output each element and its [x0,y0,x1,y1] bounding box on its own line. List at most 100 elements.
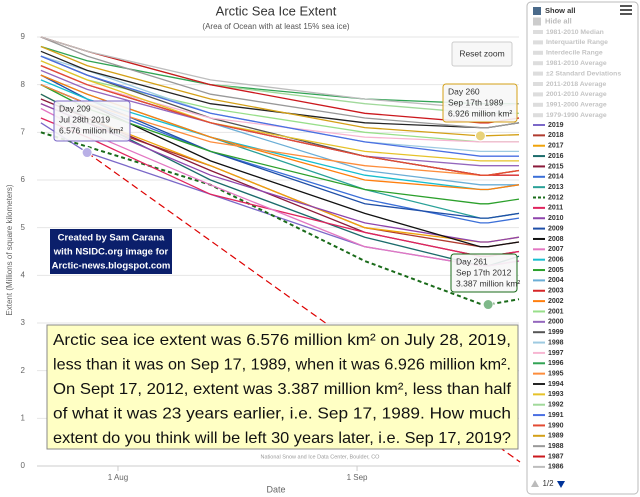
tooltip-text: Day 260 [448,86,480,96]
series-line [40,55,519,157]
note-box [46,324,519,450]
legend-label[interactable]: 1987 [548,453,564,460]
legend-label[interactable]: 2015 [548,163,564,170]
legend-label[interactable]: 1998 [548,339,564,346]
legend-stat-swatch[interactable] [533,92,543,97]
y-axis-label: Extent (Millions of square kilometers) [5,184,14,315]
legend-stat[interactable]: 1981-2010 Median [546,29,604,36]
legend-label[interactable]: 2009 [548,225,564,232]
legend-label[interactable]: 2019 [548,122,564,129]
legend-stat-swatch[interactable] [533,71,543,76]
legend-control[interactable]: Hide all [545,16,572,25]
legend-stat-swatch[interactable] [533,30,543,34]
legend-label[interactable]: 2010 [548,215,564,222]
legend-stat-swatch[interactable] [533,61,543,66]
reset-zoom-label[interactable]: Reset zoom [459,48,504,58]
legend-label[interactable]: 1989 [548,433,564,440]
menu-icon[interactable] [620,5,632,15]
legend-label[interactable]: 2005 [548,267,564,274]
legend-control[interactable]: Show all [545,6,575,15]
legend-label[interactable]: 2004 [548,277,564,284]
legend-label[interactable]: 2017 [548,143,564,150]
legend-label[interactable]: 1988 [548,443,564,450]
legend-stat-swatch[interactable] [533,82,543,86]
tooltip-text: Day 209 [59,103,91,113]
y-tick-label: 7 [21,127,26,136]
tooltip-text: 6.926 million km² [448,108,512,118]
credit-box [50,229,172,274]
legend-stat[interactable]: Interdecile Range [546,50,603,57]
series-line [40,60,519,162]
credit-text: Created by Sam Carana [58,233,165,244]
note-text: On Sept 17, 2012, extent was 3.387 milli… [53,381,512,398]
credit-text: Arctic-news.blogspot.com [52,261,171,272]
y-tick-label: 9 [21,32,26,41]
x-axis-label: Date [266,484,285,494]
note-text: of what it was 23 years earlier, i.e. Se… [53,406,511,423]
legend-control-box[interactable] [533,7,541,15]
legend-label[interactable]: 2016 [548,153,564,160]
source-credit: National Snow and Ice Data Center, Bould… [261,454,381,460]
x-tick-label: 1 Sep [347,473,368,482]
legend-label[interactable]: 2008 [548,236,564,243]
series-line [40,64,520,176]
legend-label[interactable]: 1991 [548,412,564,419]
note-text: Arctic sea ice extent was 6.576 million … [53,332,511,349]
note-text: extent do you think will be left 30 year… [53,430,511,447]
y-tick-label: 3 [21,318,26,327]
legend-label[interactable]: 1996 [548,360,564,367]
legend-stat-swatch[interactable] [533,40,543,45]
chart-title: Arctic Sea Ice Extent [216,3,337,18]
highlight-point [474,130,486,142]
y-tick-label: 4 [21,270,26,279]
legend-label[interactable]: 2013 [548,184,564,191]
y-tick-label: 6 [21,175,26,184]
pager-prev[interactable] [531,480,539,487]
legend-label[interactable]: 2014 [548,174,564,181]
tooltip-text: 3.387 million km² [456,278,520,288]
legend-panel [526,1,639,495]
legend-label[interactable]: 1992 [548,402,564,409]
legend-label[interactable]: 1999 [548,329,564,336]
legend-label[interactable]: 2003 [548,288,564,295]
legend-stat-swatch[interactable] [533,50,543,55]
y-tick-label: 1 [21,413,26,422]
legend-label[interactable]: 2011 [548,205,563,212]
menu-bar [620,9,632,11]
pager-next[interactable] [557,481,565,488]
legend-stat[interactable]: 1981-2010 Average [546,60,607,67]
highlight-point [482,299,494,311]
legend-label[interactable]: 2002 [548,298,564,305]
legend-label[interactable]: 1997 [548,350,564,357]
legend-label[interactable]: 1995 [548,370,564,377]
legend-label[interactable]: 2006 [548,257,564,264]
legend-stat[interactable]: 1979-1990 Average [546,112,607,119]
chart-subtitle: (Area of Ocean with at least 15% sea ice… [202,22,350,31]
legend-label[interactable]: 2001 [548,308,564,315]
highlight-point [81,147,93,159]
reset-zoom-button[interactable] [451,41,513,67]
legend-stat[interactable]: 1991-2000 Average [546,102,607,109]
legend-stat-swatch[interactable] [533,102,543,107]
legend-label[interactable]: 1993 [548,391,564,398]
legend-label[interactable]: 1990 [548,422,564,429]
legend-stat[interactable]: Interquartile Range [546,39,608,46]
legend-stat[interactable]: ±2 Standard Deviations [546,70,621,77]
legend-label[interactable]: 1994 [548,381,564,388]
legend-label[interactable]: 2018 [548,132,564,139]
legend-stat[interactable]: 2001-2010 Average [546,91,607,98]
legend-stat[interactable]: 2011-2018 Average [546,81,607,88]
menu-bar [620,5,632,7]
tooltip-text: Sep 17th 1989 [448,97,504,107]
series-line [40,45,520,137]
tooltip-text: Day 261 [456,256,488,266]
legend-label[interactable]: 2000 [548,319,564,326]
tooltip-text: Jul 28th 2019 [59,114,110,124]
legend-label[interactable]: 1986 [548,464,564,471]
legend-control-box[interactable] [533,17,541,26]
legend-label[interactable]: 2007 [548,246,564,253]
legend-label[interactable]: 2012 [548,194,564,201]
x-tick-label: 1 Aug [108,473,128,482]
legend-stat-swatch[interactable] [533,113,543,118]
